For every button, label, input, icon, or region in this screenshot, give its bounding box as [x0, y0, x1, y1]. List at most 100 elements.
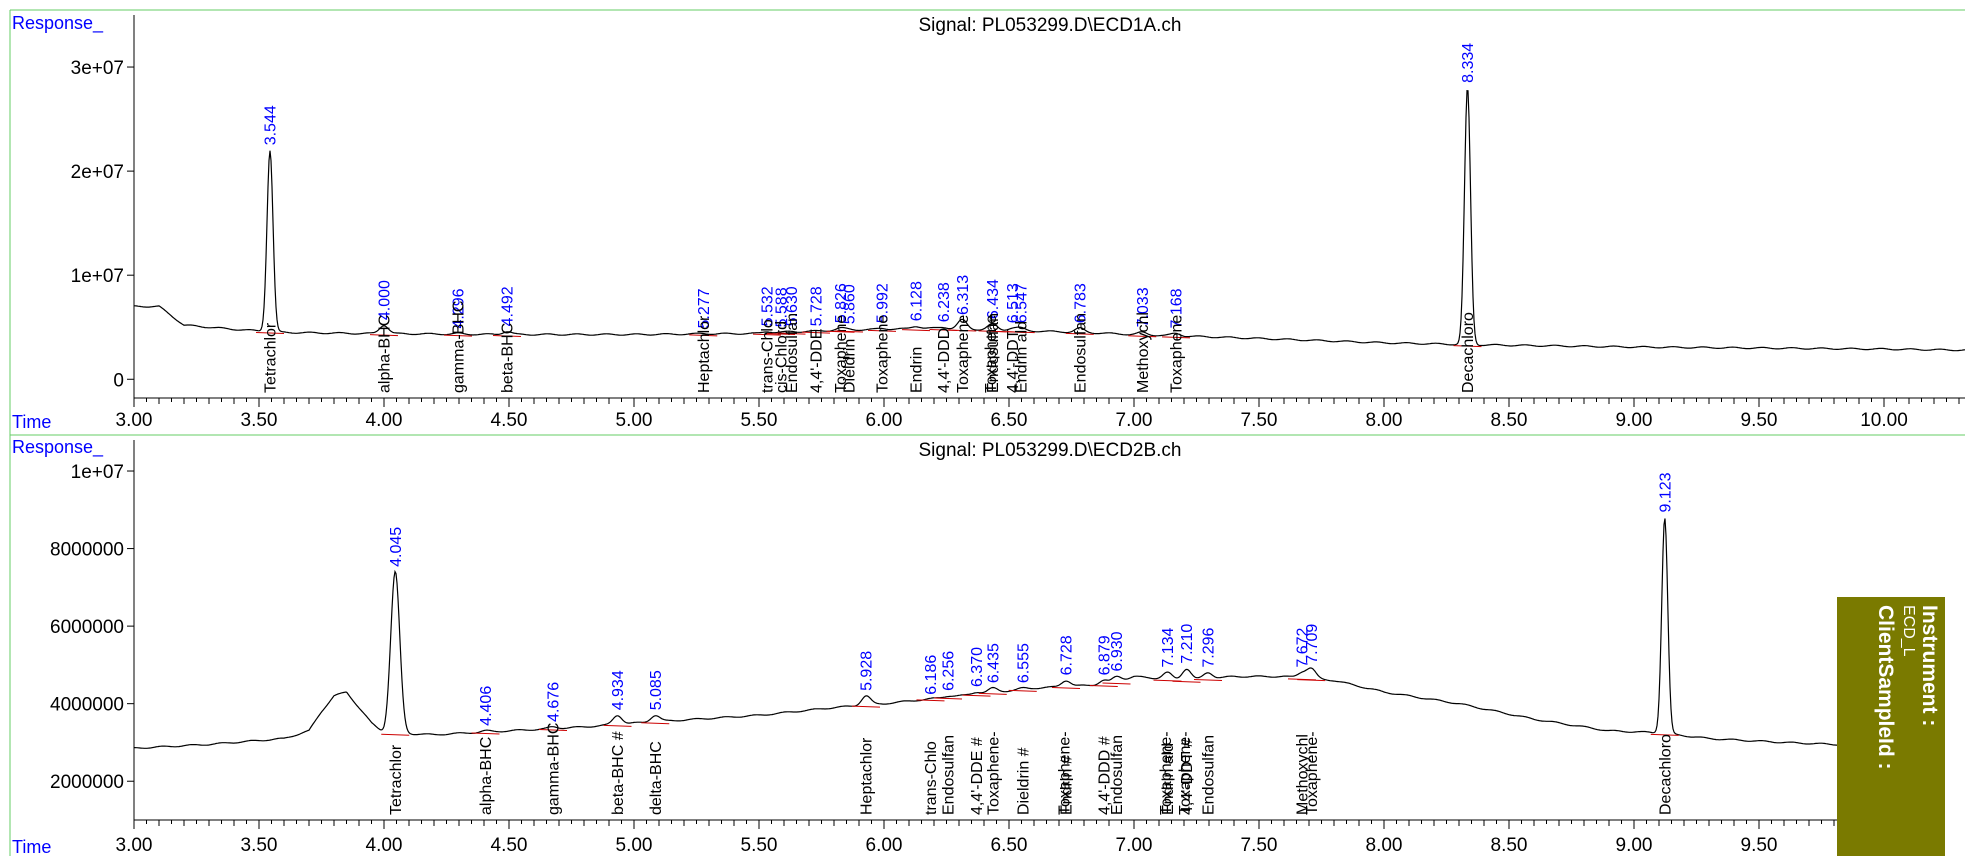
panel1-peak-rt-label: 5.277 — [696, 288, 713, 328]
panel2-peak-compound-label: Toxaphene- — [1158, 731, 1175, 815]
panel2-peak-rt-label: 7.210 — [1179, 624, 1196, 664]
panel1-peak-rt-label: 5.992 — [875, 283, 892, 323]
panel1-x-tick-label: 8.00 — [1366, 410, 1403, 431]
panel2-peak-rt-label: 6.879 — [1096, 635, 1113, 675]
panel2-peak-rt-label: 7.134 — [1160, 628, 1177, 668]
panel1-x-tick-label: 6.50 — [991, 410, 1028, 431]
panel2-peak-compound-label: Endrin # — [1059, 755, 1076, 815]
panel2-peak-rt-label: 5.085 — [648, 670, 665, 710]
panel1-peak-baseline-mark — [948, 329, 977, 332]
panel1-peak-compound-label: Endrin — [909, 347, 926, 393]
panel1-peak-baseline-mark — [369, 334, 399, 337]
panel2-peak-baseline-mark — [1193, 679, 1223, 682]
panel1-peak-rt-label: 6.547 — [1013, 283, 1030, 323]
panel2-peak-rt-label: 6.435 — [985, 643, 1002, 683]
panel1-y-tick-label: 3e+07 — [71, 58, 124, 79]
panel2-x-tick-label: 7.00 — [1116, 835, 1153, 856]
panel2-peak-compound-label: Toxaphene- — [1304, 731, 1321, 815]
panel2-peak-compound-label: Endosulfan — [941, 735, 958, 815]
panel1-y-tick-label: 0 — [113, 370, 124, 391]
panel1-y-tick-label: 1e+07 — [71, 266, 124, 287]
panel1-peak-rt-label: 8.334 — [1460, 43, 1477, 83]
panel1-peak-compound-label: Heptachlor — [696, 315, 713, 393]
panel1-peak-baseline-mark — [492, 335, 522, 337]
panel2-peak-compound-label: Toxaphene- — [1057, 731, 1074, 815]
panel1-peak-baseline-mark — [689, 334, 718, 337]
panel1-peak-baseline-mark — [1065, 332, 1094, 335]
panel2-x-axis-label: Time — [12, 837, 51, 856]
panel1-x-axis-label: Time — [12, 412, 51, 432]
panel1-peak-compound-label: Toxaphene — [983, 315, 1000, 393]
panel1-peak-rt-label: 4.296 — [451, 288, 468, 328]
panel1-peak-baseline-mark — [255, 332, 285, 335]
panel1-peak-rt-label: 5.532 — [760, 286, 777, 326]
panel2-peak-rt-label: 7.296 — [1201, 628, 1218, 668]
panel1-peak-compound-label: Endosulfan — [985, 313, 1002, 393]
panel1-peak-baseline-mark — [1128, 335, 1157, 338]
panel1-peak-compound-label: beta-BHC — [500, 323, 517, 393]
panel2-peak-rt-label: 6.728 — [1059, 635, 1076, 675]
panel2-peak-compound-label: Endrin ald — [1160, 743, 1177, 815]
panel2-peak-rt-label: 7.672 — [1295, 628, 1312, 668]
panel1-peak-compound-label: Endosulfan — [784, 313, 801, 393]
panel2-peak-baseline-mark — [916, 699, 945, 702]
panel1-peak-baseline-mark — [867, 329, 897, 332]
panel2-x-tick-label: 6.50 — [991, 835, 1028, 856]
panel1-x-tick-label: 10.00 — [1860, 410, 1908, 431]
panel1-peak-baseline-mark — [901, 329, 931, 332]
panel2-peak-rt-label: 4.045 — [388, 527, 405, 567]
panel1-peak-compound-label: Endosulfan — [1072, 313, 1089, 393]
panel2-x-tick-label: 7.50 — [1241, 835, 1278, 856]
panel1-peak-compound-label: gamma-BHC — [451, 301, 468, 393]
panel2-peak-baseline-mark — [933, 697, 963, 700]
panel2-peak-baseline-mark — [851, 705, 881, 708]
panel2-peak-compound-label: delta-BHC — [648, 741, 665, 815]
panel1-peak-compound-label: alpha-BHC — [377, 315, 394, 393]
panel1-peak-baseline-mark — [752, 333, 782, 336]
panel1-x-tick-label: 7.50 — [1241, 410, 1278, 431]
instrument-value: ECD_L — [1900, 605, 1917, 657]
panel1-x-tick-label: 9.50 — [1741, 410, 1778, 431]
panel2-peak-compound-label: 4,4'-DDE # — [969, 737, 986, 815]
panel1-x-tick-label: 5.00 — [616, 410, 653, 431]
panel1-peak-rt-label: 7.168 — [1169, 288, 1186, 328]
panel1-x-tick-label: 9.00 — [1616, 410, 1653, 431]
panel2-peak-baseline-mark — [1089, 685, 1118, 688]
panel1-peak-compound-label: 4,4'-DDT — [1005, 329, 1022, 393]
instrument-label: Instrument : — [1918, 605, 1941, 727]
panel2-peak-compound-label: 4,4'-DDD # — [1096, 736, 1113, 815]
panel1-x-tick-label: 7.00 — [1116, 410, 1153, 431]
panel1-peak-rt-label: 5.728 — [809, 286, 826, 326]
panel2-x-tick-label: 8.00 — [1366, 835, 1403, 856]
panel1-peak-baseline-mark — [834, 330, 864, 333]
panel1-peak-baseline-mark — [777, 332, 806, 335]
panel2-x-tick-label: 9.00 — [1616, 835, 1653, 856]
panel1-x-tick-label: 4.50 — [491, 410, 528, 431]
panel1-peak-compound-label: Dieldrin — [842, 339, 859, 393]
panel2-y-axis-label: Response_ — [12, 437, 104, 458]
panel1-peak-rt-label: 4.000 — [377, 280, 394, 320]
panel2-peak-rt-label: 9.123 — [1657, 472, 1674, 512]
panel2-peak-compound-label: alpha-BHC — [478, 737, 495, 815]
panel2-x-tick-label: 5.50 — [741, 835, 778, 856]
panel2-peak-compound-label: gamma-BHC — [546, 723, 563, 815]
panel2-peak-baseline-mark — [603, 724, 632, 727]
panel1-peak-compound-label: Decachloro — [1460, 312, 1477, 393]
panel2-peak-baseline-mark — [538, 729, 568, 732]
panel2-peak-rt-label: 4.934 — [610, 670, 627, 710]
panel2-peak-compound-label: Decachloro — [1657, 734, 1674, 815]
panel2-peak-compound-label: beta-BHC # — [610, 731, 627, 815]
panel2-peak-compound-label: 4,4'-DDT # — [1179, 738, 1196, 815]
panel2-peak-rt-label: 4.406 — [478, 686, 495, 726]
panel2-y-tick-label: 2000000 — [50, 772, 124, 793]
panel2-peak-compound-label: Endosulfan — [1109, 735, 1126, 815]
panel2-signal-trace — [134, 518, 1837, 749]
panel1-peak-rt-label: 6.513 — [1005, 283, 1022, 323]
panel1-x-tick-label: 4.00 — [366, 410, 403, 431]
panel1-x-tick-label: 8.50 — [1491, 410, 1528, 431]
panel1-peak-rt-label: 4.492 — [500, 286, 517, 326]
panel1-signal-trace — [134, 90, 1965, 352]
panel1-peak-compound-label: Toxaphene — [875, 315, 892, 393]
panel2-peak-baseline-mark — [962, 694, 991, 697]
